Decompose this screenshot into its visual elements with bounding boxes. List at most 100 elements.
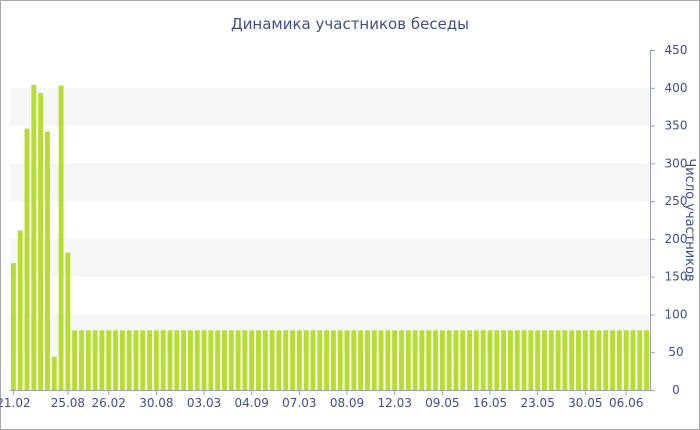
bar [140, 330, 146, 390]
y-tick-label: 200 [665, 232, 688, 246]
y-tick-label: 300 [665, 156, 688, 170]
bar [494, 330, 500, 390]
bar [160, 330, 166, 390]
bar [79, 330, 84, 390]
bar [623, 330, 629, 390]
bar [106, 330, 112, 390]
x-tick-label: 25.08 [51, 396, 85, 410]
bar [446, 330, 452, 390]
bar [303, 330, 309, 390]
bar [603, 330, 609, 390]
bar [167, 330, 173, 390]
y-tick-label: 50 [668, 345, 683, 359]
x-tick-label: 09.05 [425, 396, 459, 410]
bar [439, 330, 445, 390]
bar [92, 330, 98, 390]
y-tick-label: 450 [665, 43, 688, 57]
bar [514, 330, 520, 390]
y-tick-label: 100 [665, 307, 688, 321]
bar [371, 330, 377, 390]
bar [473, 330, 479, 390]
bar [133, 330, 139, 390]
x-tick-label: 23.05 [520, 396, 554, 410]
bar [480, 330, 486, 390]
bar [201, 330, 207, 390]
x-tick-label: 04.09 [235, 396, 269, 410]
x-tick-label: 16.05 [473, 396, 507, 410]
bar [399, 330, 404, 390]
bar [555, 330, 561, 390]
bar [337, 330, 343, 390]
bar [412, 330, 418, 390]
bar [324, 330, 330, 390]
bar [487, 330, 493, 390]
bar [99, 330, 105, 390]
bar [113, 330, 118, 390]
x-tick-label: 30.08 [139, 396, 173, 410]
y-tick-label: 0 [672, 383, 680, 397]
bar [147, 330, 153, 390]
bar [24, 128, 30, 391]
bar [290, 330, 296, 390]
bar [616, 330, 622, 390]
x-tick-label: 12.03 [378, 396, 412, 410]
x-tick-label: 07.03 [282, 396, 316, 410]
grid-bands [10, 87, 650, 353]
grid-band [10, 87, 650, 126]
bar [521, 330, 527, 390]
bar [582, 330, 588, 390]
bar [378, 330, 384, 390]
x-tick-label: 06.06 [609, 396, 643, 410]
bar [330, 330, 336, 390]
bar [51, 356, 57, 390]
y-ticks: 0 50 100 150 200 250 300 350 400 450 [650, 43, 687, 397]
bar [222, 330, 227, 390]
grid-band [10, 163, 650, 202]
bar [187, 330, 193, 390]
bar [181, 330, 187, 390]
bar [65, 252, 71, 390]
y-tick-label: 250 [665, 194, 688, 208]
bar [542, 330, 547, 390]
bar [548, 330, 554, 390]
bar [317, 330, 323, 390]
bars-group [10, 84, 650, 391]
chart-title: Динамика участников беседы [231, 15, 469, 33]
bar [256, 330, 261, 390]
bar [126, 330, 132, 390]
grid-band [10, 314, 650, 353]
y-tick-label: 150 [665, 270, 688, 284]
bar [351, 330, 357, 390]
bar [535, 330, 541, 390]
x-tick-label: 08.09 [330, 396, 364, 410]
bar [276, 330, 282, 390]
bar [460, 330, 466, 390]
y-tick-label: 350 [665, 119, 688, 133]
bar [501, 330, 507, 390]
y-tick-label: 400 [665, 81, 688, 95]
bar [296, 330, 302, 390]
bar [433, 330, 438, 390]
bar [344, 330, 350, 390]
bar [358, 330, 364, 390]
bar [576, 330, 581, 390]
bar [637, 330, 643, 390]
bar [262, 330, 268, 390]
bar [249, 330, 255, 390]
bar [10, 263, 16, 390]
bar [38, 93, 44, 391]
bar [283, 330, 289, 390]
bar [589, 330, 595, 390]
bar [644, 330, 650, 390]
bar [630, 330, 636, 390]
bar [364, 330, 370, 390]
bar [235, 330, 241, 390]
bar [85, 330, 91, 390]
bar [242, 330, 248, 390]
y-axis-title: Число участников [682, 158, 697, 281]
x-tick-label: 21.02 [0, 396, 31, 410]
bar [419, 330, 425, 390]
bar [119, 330, 125, 390]
bar [44, 131, 50, 390]
